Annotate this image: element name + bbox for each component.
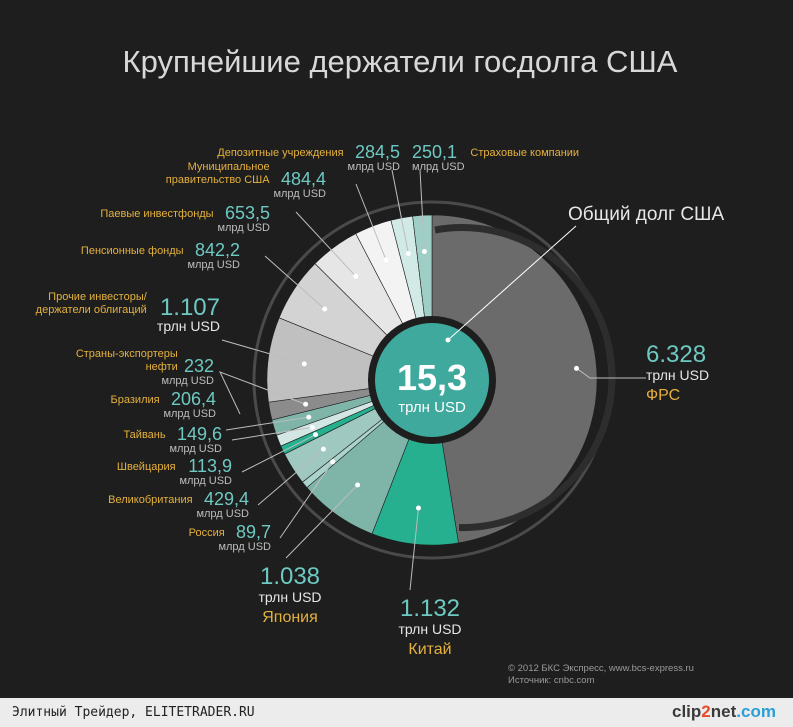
total-label: Общий долг США (568, 204, 724, 225)
category-label: Бразилия (111, 394, 160, 406)
value-label: 1.132 (400, 595, 460, 622)
leader-dot (306, 414, 312, 420)
value-label: 250,1 (412, 142, 457, 162)
leader-line (225, 416, 309, 431)
leader-line (279, 461, 334, 539)
unit-label: млрд USD (273, 188, 326, 200)
value-label: 6.328 (646, 341, 706, 368)
logo-part: clip (672, 702, 702, 721)
category-label: Россия (189, 527, 225, 539)
center-disc (375, 323, 489, 437)
leader-dot (301, 361, 307, 367)
leader-dot (312, 432, 318, 438)
leader-line (576, 367, 646, 379)
leader-dot (353, 273, 359, 279)
leader-line (264, 255, 326, 310)
category-label: Тайвань (123, 429, 165, 441)
leader-line (221, 339, 305, 365)
unit-label: млрд USD (187, 259, 240, 271)
value-label: 429,4 (204, 489, 249, 509)
leader-line (419, 169, 425, 252)
unit-label: трлн USD (258, 589, 321, 605)
footer-source: Элитный Трейдер, ELITETRADER.RU (12, 705, 255, 720)
category-label: правительство США (166, 174, 270, 186)
value-label: 113,9 (188, 456, 232, 476)
leader-dot (320, 446, 326, 452)
center-unit: трлн USD (398, 399, 466, 416)
logo-part: net (710, 702, 737, 721)
leader-dot (309, 424, 315, 430)
value-label: 842,2 (195, 240, 240, 260)
unit-label: трлн USD (646, 367, 709, 383)
unit-label: млрд USD (179, 475, 232, 487)
leader-dot (574, 365, 580, 371)
leader-dot (415, 505, 421, 511)
category-label: Депозитные учреждения (217, 147, 343, 159)
unit-label: млрд USD (412, 161, 465, 173)
credit-line: © 2012 БКС Экспресс, www.bcs-express.ru (508, 663, 694, 674)
value-label: 1.107 (160, 294, 220, 321)
leader-line (285, 484, 358, 559)
leader-dot (322, 306, 328, 312)
unit-label: млрд USD (218, 541, 271, 553)
category-label: держатели облигаций (36, 304, 147, 316)
leader-line (391, 169, 409, 254)
logo-part: .com (736, 702, 776, 721)
category-label: Китай (408, 641, 451, 658)
donut-chart: Крупнейшие держатели госдолга США15,3трл… (36, 44, 725, 686)
unit-label: млрд USD (217, 222, 270, 234)
leader-line (447, 225, 577, 341)
leader-line (355, 183, 387, 261)
category-label: Муниципальное (188, 161, 270, 173)
leader-dot (330, 459, 336, 465)
chart-title: Крупнейшие держатели госдолга США (123, 44, 678, 79)
footer-bar (0, 698, 793, 727)
leader-dot (303, 401, 309, 407)
unit-label: млрд USD (161, 375, 214, 387)
category-label: Страны-экспортеры (76, 348, 178, 360)
leader-dot (355, 482, 361, 488)
leader-dot (445, 337, 451, 343)
leader-line (295, 211, 357, 277)
clip2net-logo[interactable]: clip2net.com (672, 702, 776, 722)
unit-label: млрд USD (163, 408, 216, 420)
category-label: Швейцария (117, 461, 176, 473)
category-label: Страховые компании (470, 147, 579, 159)
value-label: 149,6 (177, 424, 222, 444)
leader-line (231, 426, 313, 441)
unit-label: млрд USD (347, 161, 400, 173)
value-label: 232 (184, 356, 214, 376)
leader-dot (383, 257, 389, 263)
leader-line (409, 507, 419, 591)
category-label: Прочие инвесторы/ (48, 291, 148, 303)
value-label: 1.038 (260, 563, 320, 590)
leader-dot (421, 249, 427, 255)
value-label: 284,5 (355, 142, 400, 162)
credit-line: Источник: cnbc.com (508, 675, 595, 686)
leader-line (241, 434, 316, 473)
category-label: Япония (262, 609, 318, 626)
value-label: 89,7 (236, 522, 271, 542)
leader-line (219, 371, 306, 415)
value-label: 484,4 (281, 169, 326, 189)
unit-label: трлн USD (398, 621, 461, 637)
unit-label: млрд USD (196, 508, 249, 520)
leader-line (257, 448, 324, 506)
leader-dot (405, 250, 411, 256)
category-label: нефти (146, 361, 178, 373)
category-label: Великобритания (108, 494, 193, 506)
category-label: Пенсионные фонды (81, 245, 184, 257)
logo-part: 2 (701, 702, 711, 721)
value-label: 206,4 (171, 389, 216, 409)
center-value: 15,3 (397, 357, 467, 398)
value-label: 653,5 (225, 203, 270, 223)
unit-label: млрд USD (169, 443, 222, 455)
unit-label: трлн USD (157, 318, 220, 334)
inner-arc (434, 224, 616, 532)
category-label: Паевые инвестфонды (100, 208, 213, 220)
category-label: ФРС (646, 387, 680, 404)
